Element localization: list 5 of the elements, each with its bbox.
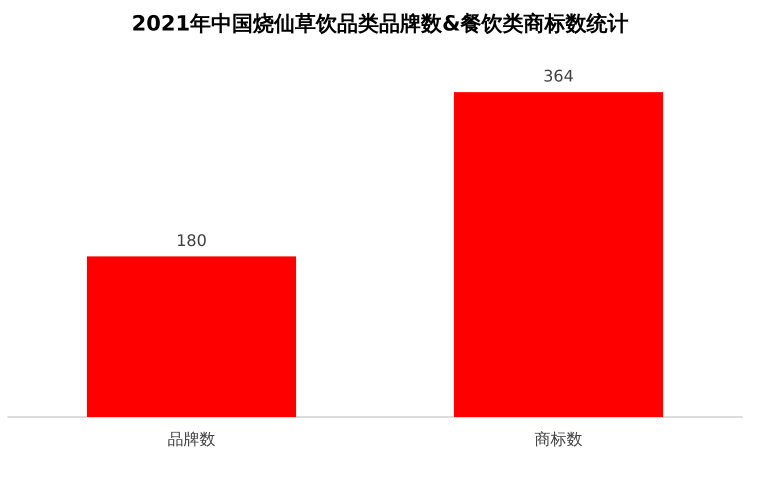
chart-title: 2021年中国烧仙草饮品类品牌数&餐饮类商标数统计 <box>132 12 628 36</box>
data-label: 364 <box>543 66 574 86</box>
x-tick-label: 商标数 <box>534 430 582 448</box>
data-label: 180 <box>176 230 207 250</box>
x-tick-label: 品牌数 <box>168 430 216 448</box>
